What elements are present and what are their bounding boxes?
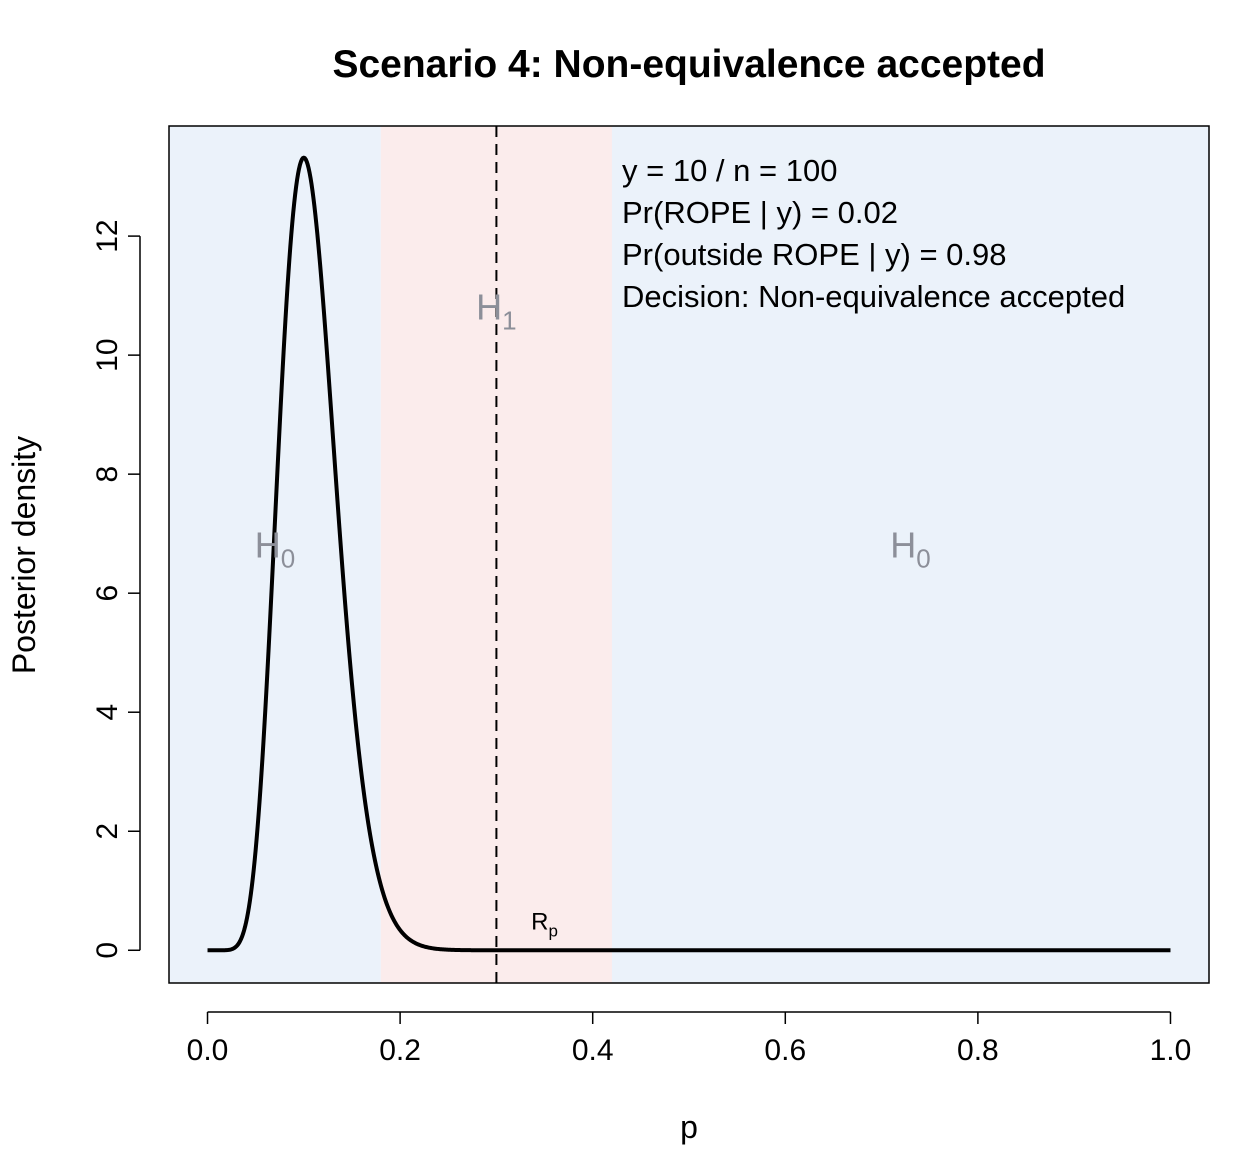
annotation-line: Decision: Non-equivalence accepted [622, 279, 1125, 314]
x-tick-label: 0.0 [187, 1034, 229, 1067]
background-regions [169, 126, 1209, 983]
chart-title: Scenario 4: Non-equivalence accepted [332, 43, 1045, 86]
rope-region [380, 126, 612, 983]
h1-label: H1 [476, 286, 516, 335]
rope-label: Rp [531, 908, 558, 940]
h0-right-label: H0 [890, 524, 930, 573]
y-tick-label: 4 [91, 704, 124, 721]
annotation-line: Pr(ROPE | y) = 0.02 [622, 195, 898, 230]
x-axis: 0.0 0.2 0.4 0.6 0.8 1.0 [187, 1011, 1192, 1067]
x-tick-label: 1.0 [1150, 1034, 1192, 1067]
plot-frame [168, 125, 1210, 984]
h0-right-region [611, 126, 1209, 983]
y-tick-label: 0 [91, 942, 124, 959]
y-tick-label: 8 [91, 466, 124, 483]
y-axis-label: Posterior density [6, 436, 42, 674]
y-tick-label: 12 [91, 219, 124, 252]
density-curve-group [206, 155, 1172, 953]
y-tick-label: 6 [91, 585, 124, 602]
x-axis-label: p [680, 1109, 698, 1145]
y-tick-label: 10 [91, 338, 124, 371]
annotation-line: y = 10 / n = 100 [622, 153, 837, 188]
region-labels: H0 H1 H0 Rp [255, 286, 931, 940]
y-axis: 0 2 4 6 8 10 12 [91, 219, 141, 959]
y-tick-label: 2 [91, 823, 124, 840]
x-tick-label: 0.2 [379, 1034, 421, 1067]
density-curve [206, 155, 1172, 953]
x-tick-label: 0.4 [572, 1034, 614, 1067]
x-tick-label: 0.6 [764, 1034, 806, 1067]
annotation-block: y = 10 / n = 100 Pr(ROPE | y) = 0.02 Pr(ou… [622, 153, 1125, 314]
h0-left-label: H0 [255, 524, 295, 573]
annotation-line: Pr(outside ROPE | y) = 0.98 [622, 237, 1007, 272]
x-tick-label: 0.8 [957, 1034, 999, 1067]
